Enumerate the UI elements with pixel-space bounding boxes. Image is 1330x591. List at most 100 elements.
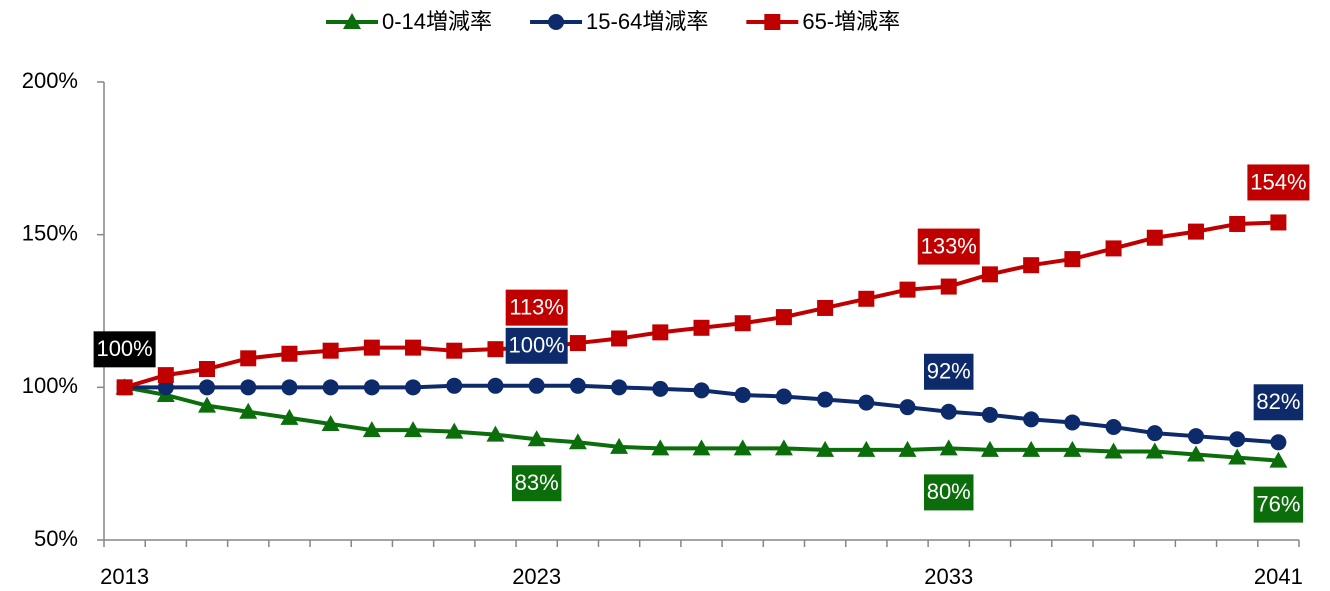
point [652, 380, 669, 397]
data-label-box [1253, 384, 1304, 421]
data-label-box [923, 353, 974, 390]
data-label: 133% [917, 228, 980, 265]
point [239, 402, 258, 419]
x-tick-label: 2023 [512, 564, 561, 589]
data-label-box [505, 289, 568, 326]
point [651, 439, 670, 456]
y-tick-label: 150% [22, 220, 78, 245]
point [981, 266, 998, 283]
point [1105, 419, 1122, 436]
point [281, 345, 298, 362]
data-label: 100% [93, 331, 156, 368]
point [322, 379, 339, 396]
point [899, 399, 916, 416]
data-label-text: 80% [927, 479, 971, 504]
data-label-text: 76% [1256, 491, 1300, 516]
y-tick-label: 100% [22, 373, 78, 398]
point [569, 377, 586, 394]
point [1146, 425, 1163, 442]
point [1269, 451, 1288, 468]
point [1229, 431, 1246, 448]
data-label-text: 133% [921, 233, 977, 258]
point [486, 425, 505, 442]
point [1063, 440, 1082, 457]
data-label-text: 154% [1250, 169, 1306, 194]
point [611, 379, 628, 396]
legend-marker [343, 13, 361, 29]
x-tick-label: 2033 [924, 564, 973, 589]
point [899, 281, 916, 298]
point [157, 367, 174, 384]
legend-label: 0-14増減率 [382, 9, 492, 34]
point [240, 350, 257, 367]
data-label: 83% [511, 465, 562, 502]
point [322, 342, 339, 359]
point [858, 290, 875, 307]
point [1145, 442, 1164, 459]
point [362, 421, 381, 438]
point [652, 324, 669, 341]
point [404, 421, 423, 438]
point [858, 394, 875, 411]
point [199, 379, 216, 396]
point [693, 319, 710, 336]
data-label-text: 82% [1256, 389, 1300, 414]
data-label: 113% [505, 289, 568, 326]
point [198, 396, 217, 413]
point [734, 386, 751, 403]
data-label: 76% [1253, 486, 1304, 523]
point [940, 278, 957, 295]
point [817, 391, 834, 408]
point [1187, 223, 1204, 240]
point [1146, 229, 1163, 246]
point [610, 437, 629, 454]
point [817, 299, 834, 316]
point [1104, 442, 1123, 459]
point [363, 339, 380, 356]
data-label-box [511, 465, 562, 502]
point [775, 388, 792, 405]
point [405, 339, 422, 356]
legend-marker [764, 14, 781, 30]
point [1022, 440, 1041, 457]
data-label: 100% [505, 327, 568, 364]
point [363, 379, 380, 396]
point [1186, 445, 1205, 462]
data-label: 92% [923, 353, 974, 390]
point [446, 342, 463, 359]
data-label-box [93, 331, 156, 368]
point [1229, 215, 1246, 232]
point [445, 422, 464, 439]
point [857, 440, 876, 457]
point [240, 379, 257, 396]
point [816, 440, 835, 457]
point [1023, 411, 1040, 428]
point [692, 439, 711, 456]
data-label: 80% [923, 474, 974, 511]
point [157, 379, 174, 396]
point [940, 403, 957, 420]
data-label-text: 83% [515, 470, 559, 495]
y-tick-label: 50% [34, 526, 78, 551]
point [280, 408, 299, 425]
point [1064, 414, 1081, 431]
legend: 0-14増減率 15-64増減率 65-増減率 [326, 9, 900, 34]
point [569, 335, 586, 352]
point [321, 414, 340, 431]
data-label: 154% [1247, 164, 1310, 201]
x-tick-label: 2041 [1254, 564, 1303, 589]
data-label-box [1253, 486, 1304, 523]
data-label-box [1247, 164, 1310, 201]
point [568, 433, 587, 450]
point [1105, 240, 1122, 257]
data-label-box [923, 474, 974, 511]
point [446, 377, 463, 394]
point [1023, 257, 1040, 274]
point [981, 406, 998, 423]
point [1228, 448, 1247, 465]
point [939, 439, 958, 456]
point [980, 440, 999, 457]
point [487, 377, 504, 394]
data-label-text: 100% [96, 336, 152, 361]
